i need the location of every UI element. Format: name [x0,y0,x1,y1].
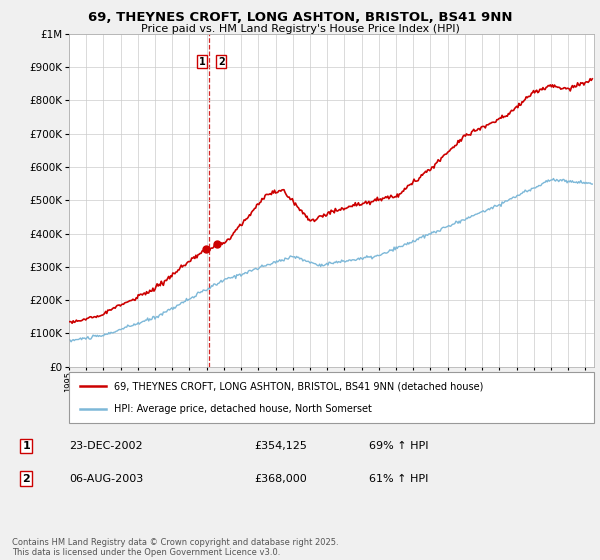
Text: 69, THEYNES CROFT, LONG ASHTON, BRISTOL, BS41 9NN (detached house): 69, THEYNES CROFT, LONG ASHTON, BRISTOL,… [113,381,483,391]
Text: 06-AUG-2003: 06-AUG-2003 [70,474,144,483]
Text: 69, THEYNES CROFT, LONG ASHTON, BRISTOL, BS41 9NN: 69, THEYNES CROFT, LONG ASHTON, BRISTOL,… [88,11,512,24]
Text: 2: 2 [218,57,224,67]
Text: HPI: Average price, detached house, North Somerset: HPI: Average price, detached house, Nort… [113,404,371,414]
Text: 1: 1 [199,57,205,67]
Text: 69% ↑ HPI: 69% ↑ HPI [369,441,428,451]
Text: Contains HM Land Registry data © Crown copyright and database right 2025.
This d: Contains HM Land Registry data © Crown c… [12,538,338,557]
Text: 23-DEC-2002: 23-DEC-2002 [70,441,143,451]
FancyBboxPatch shape [69,372,594,423]
Text: 61% ↑ HPI: 61% ↑ HPI [369,474,428,483]
Text: 2: 2 [23,474,30,483]
Text: £354,125: £354,125 [254,441,307,451]
Text: £368,000: £368,000 [254,474,307,483]
Text: Price paid vs. HM Land Registry's House Price Index (HPI): Price paid vs. HM Land Registry's House … [140,24,460,34]
Text: 1: 1 [23,441,30,451]
